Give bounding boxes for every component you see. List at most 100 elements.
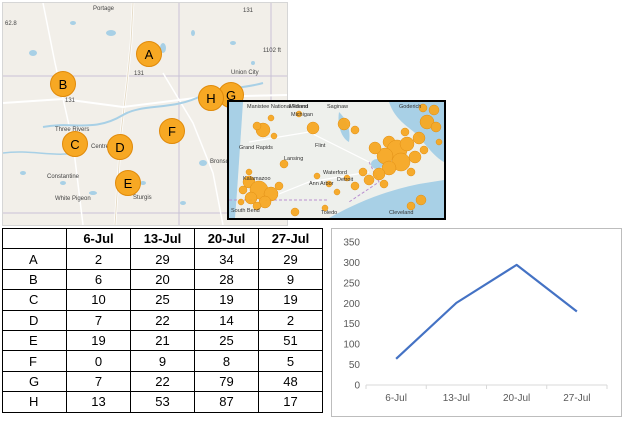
table-cell: 13 (67, 392, 131, 412)
map-marker-b[interactable]: B (50, 71, 76, 97)
row-label-cell: B (3, 269, 67, 289)
table-cell: 17 (259, 392, 323, 412)
x-tick-label: 20-Jul (503, 393, 530, 404)
table-cell: 14 (195, 310, 259, 330)
chart-canvas: 0 50 100 150 200 250 300 350 6-Jul 13-Jul 20-Jul 27… (332, 229, 621, 416)
table-cell: 0 (67, 351, 131, 371)
place-label: 131 (243, 8, 253, 14)
table-header-cell: 20-Jul (195, 229, 259, 249)
x-tick-label: 13-Jul (443, 393, 470, 404)
inset-place-label: Ann Arbor (309, 181, 333, 187)
inset-place-label: Saginaw (327, 104, 348, 110)
table-cell: 22 (131, 371, 195, 391)
place-label: Sturgis (133, 195, 152, 201)
inset-place-label: Detroit (337, 177, 353, 183)
row-label-cell: H (3, 392, 67, 412)
y-tick-label: 300 (343, 258, 360, 269)
y-tick-label: 50 (349, 360, 361, 371)
table-cell: 9 (131, 351, 195, 371)
table-cell: 25 (131, 290, 195, 310)
map-marker-h[interactable]: H (198, 85, 224, 111)
inset-place-label: Cleveland (389, 210, 413, 216)
place-label: Constantine (47, 174, 79, 180)
row-label-cell: A (3, 249, 67, 269)
inset-place-label: Waterford (323, 170, 347, 176)
row-label-cell: G (3, 371, 67, 391)
series-line (396, 265, 577, 359)
place-label: White Pigeon (55, 196, 91, 202)
table-cell: 22 (131, 310, 195, 330)
table-cell: 5 (259, 351, 323, 371)
place-label: Portage (93, 6, 114, 12)
y-tick-label: 100 (343, 340, 360, 351)
inset-place-label: South Bend (231, 208, 260, 214)
inset-map[interactable]: Michigan Grand Rapids Lansing Flint Wate… (227, 100, 446, 220)
map-marker-f[interactable]: F (159, 118, 185, 144)
table-cell: 8 (195, 351, 259, 371)
table-header-cell: 6-Jul (67, 229, 131, 249)
row-label-cell: F (3, 351, 67, 371)
inset-place-label: Manistee National Forest (247, 104, 308, 110)
table-cell: 25 (195, 330, 259, 350)
y-tick-label: 0 (354, 381, 360, 392)
y-tick-label: 350 (343, 238, 360, 249)
inset-place-label: Goderich (399, 104, 421, 110)
table-header-row: 6-Jul 13-Jul 20-Jul 27-Jul (3, 229, 323, 249)
table-cell: 21 (131, 330, 195, 350)
table-cell: 7 (67, 371, 131, 391)
table-header-cell: 27-Jul (259, 229, 323, 249)
table-cell: 29 (131, 249, 195, 269)
inset-place-label: Kalamazoo (243, 176, 271, 182)
table-cell: 79 (195, 371, 259, 391)
x-tick-label: 6-Jul (385, 393, 407, 404)
place-label: 131 (134, 71, 144, 77)
inset-place-label: Toledo (321, 210, 337, 216)
row-label-cell: C (3, 290, 67, 310)
x-tick-label: 27-Jul (563, 393, 590, 404)
table-cell: 6 (67, 269, 131, 289)
map-marker-c[interactable]: C (62, 131, 88, 157)
y-tick-label: 150 (343, 319, 360, 330)
table-cell: 2 (259, 310, 323, 330)
y-tick-label: 200 (343, 299, 360, 310)
table-cell: 20 (131, 269, 195, 289)
inset-place-label: Michigan (291, 112, 313, 118)
place-label: 1102 ft (263, 48, 281, 54)
table-cell: 19 (259, 290, 323, 310)
table-cell: 29 (259, 249, 323, 269)
inset-place-label: Lansing (284, 156, 303, 162)
table-cell: 34 (195, 249, 259, 269)
table-cell: 28 (195, 269, 259, 289)
place-label: Union City (231, 70, 259, 76)
table-cell: 53 (131, 392, 195, 412)
line-chart: 0 50 100 150 200 250 300 350 6-Jul 13-Jul 20-Jul 27… (331, 228, 622, 417)
table-cell: 10 (67, 290, 131, 310)
map-marker-e[interactable]: E (115, 170, 141, 196)
table-cell: 19 (195, 290, 259, 310)
table-header-cell: 13-Jul (131, 229, 195, 249)
place-label: 131 (65, 98, 75, 104)
row-label-cell: D (3, 310, 67, 330)
table-cell: 9 (259, 269, 323, 289)
table-cell: 51 (259, 330, 323, 350)
table-cell: 87 (195, 392, 259, 412)
table-header-cell (3, 229, 67, 249)
table-cell: 7 (67, 310, 131, 330)
table-cell: 2 (67, 249, 131, 269)
map-marker-a[interactable]: A (136, 41, 162, 67)
y-tick-label: 250 (343, 278, 360, 289)
inset-place-label: Flint (315, 143, 325, 149)
table-cell: 48 (259, 371, 323, 391)
map-marker-d[interactable]: D (107, 134, 133, 160)
place-label: 62.8 (5, 21, 17, 27)
